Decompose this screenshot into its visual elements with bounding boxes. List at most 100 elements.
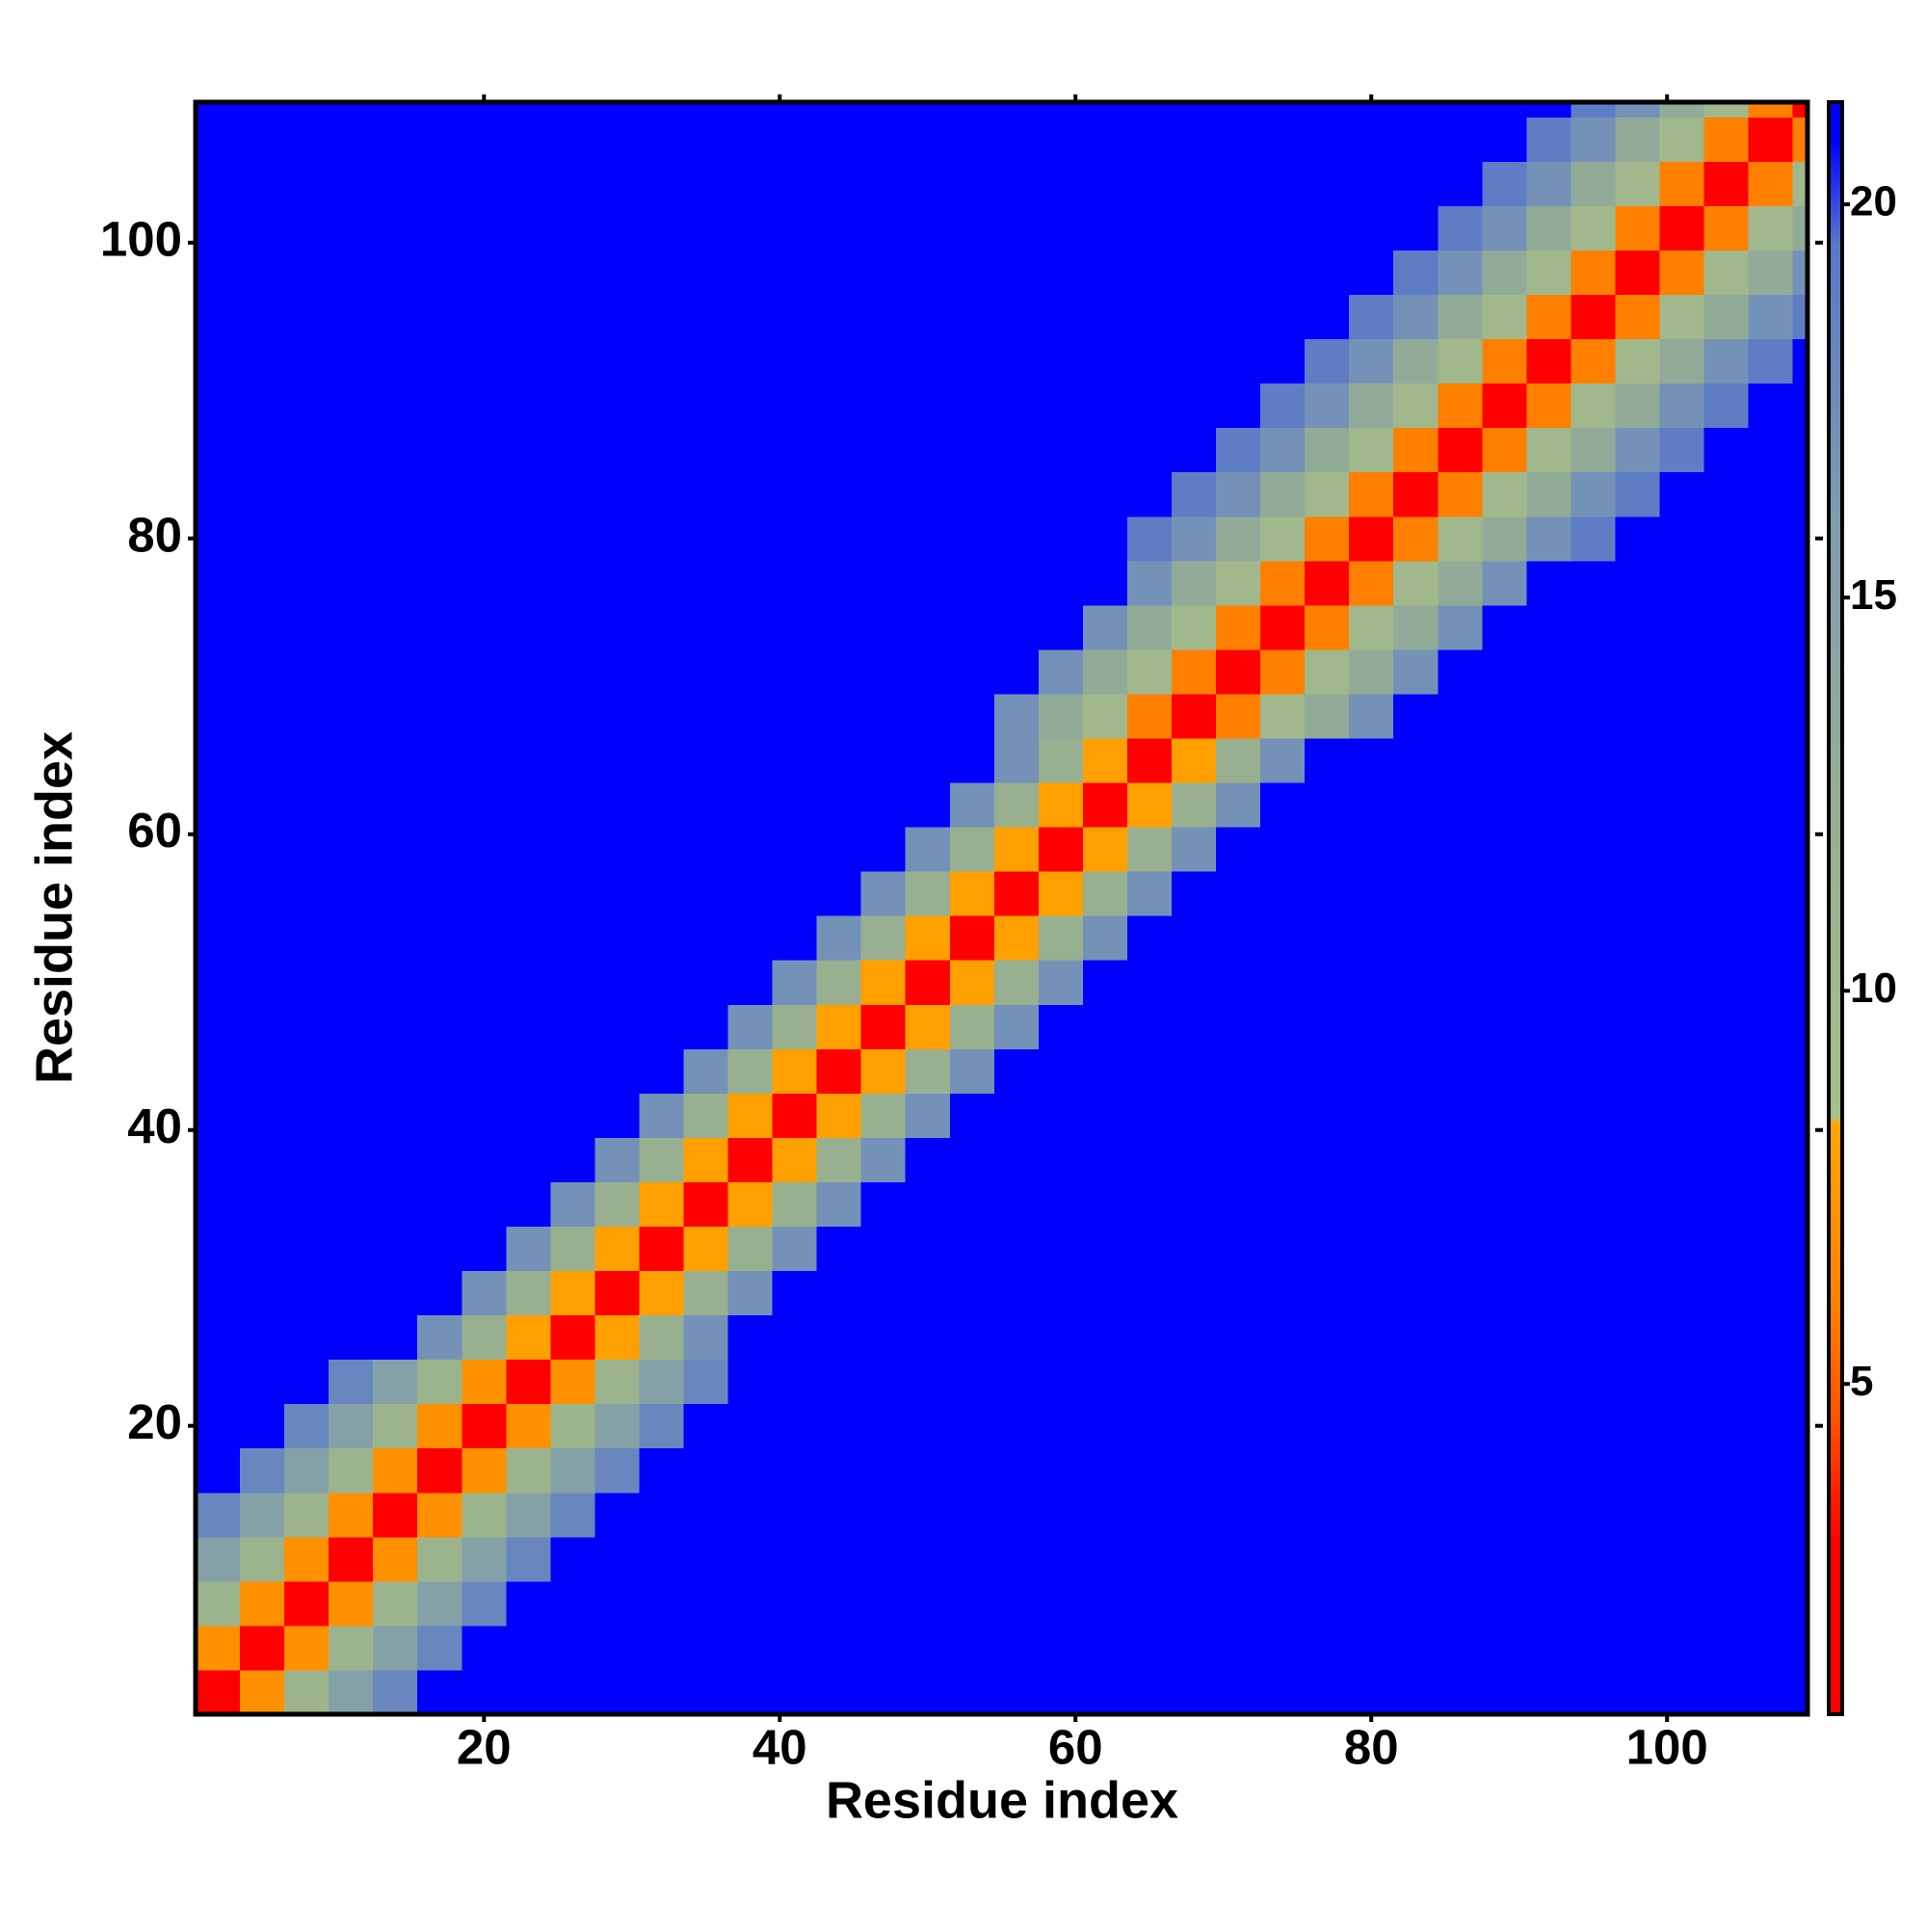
- heatmap-cell: [949, 1359, 995, 1405]
- heatmap-cell: [1172, 1093, 1217, 1138]
- heatmap-cell: [329, 205, 374, 251]
- heatmap-cell: [683, 294, 729, 340]
- heatmap-cell: [550, 1536, 595, 1582]
- heatmap-cell: [1082, 205, 1128, 251]
- heatmap-cell: [1482, 1447, 1527, 1494]
- heatmap-cell: [1792, 737, 1808, 783]
- heatmap-cell: [727, 1536, 774, 1582]
- heatmap-cell: [550, 737, 595, 783]
- heatmap-cell: [1126, 1669, 1173, 1715]
- heatmap-cell: [1792, 960, 1808, 1005]
- heatmap-cell: [1038, 871, 1084, 916]
- heatmap-cell: [683, 1226, 729, 1272]
- heatmap-cell: [1082, 427, 1128, 473]
- heatmap-cell: [1571, 693, 1616, 739]
- heatmap-cell: [1082, 1536, 1128, 1582]
- heatmap-cell: [284, 560, 330, 606]
- heatmap-cell: [1526, 117, 1571, 162]
- heatmap-cell: [1082, 737, 1128, 783]
- heatmap-cell: [1615, 1536, 1661, 1582]
- heatmap-cell: [949, 1270, 995, 1316]
- heatmap-cell: [727, 560, 774, 606]
- heatmap-cell: [417, 693, 462, 739]
- heatmap-cell: [1748, 427, 1794, 473]
- heatmap-cell: [1216, 1447, 1261, 1494]
- heatmap-cell: [1526, 102, 1571, 118]
- heatmap-cell: [284, 1270, 330, 1316]
- heatmap-cell: [993, 1137, 1040, 1182]
- heatmap-cell: [639, 117, 685, 162]
- heatmap-cell: [727, 1093, 774, 1138]
- heatmap-cell: [1703, 1093, 1750, 1138]
- heatmap-cell: [993, 1447, 1040, 1494]
- heatmap-cell: [1526, 205, 1571, 251]
- heatmap-cell: [1349, 1093, 1394, 1138]
- heatmap-cell: [1526, 560, 1571, 606]
- heatmap-cell: [1216, 648, 1261, 695]
- heatmap-cell: [1216, 205, 1261, 251]
- heatmap-cell: [1792, 471, 1808, 517]
- heatmap-cell: [860, 1447, 907, 1494]
- heatmap-cell: [284, 1403, 330, 1449]
- heatmap-cell: [1482, 294, 1527, 340]
- heatmap-cell: [905, 516, 951, 562]
- heatmap-cell: [417, 1447, 462, 1494]
- heatmap-cell: [417, 1536, 462, 1582]
- heatmap-cell: [1526, 1580, 1571, 1627]
- heatmap-cell: [594, 1492, 640, 1538]
- heatmap-cell: [196, 782, 241, 828]
- heatmap-cell: [329, 102, 374, 118]
- heatmap-cell: [860, 1226, 907, 1272]
- heatmap-cell: [1571, 960, 1616, 1005]
- heatmap-cell: [1659, 205, 1705, 251]
- heatmap-cell: [727, 294, 774, 340]
- heatmap-cell: [1703, 960, 1750, 1005]
- heatmap-cell: [1082, 1359, 1128, 1405]
- heatmap-cell: [1792, 1226, 1808, 1272]
- heatmap-cell: [1615, 1580, 1661, 1627]
- heatmap-cell: [550, 1093, 595, 1138]
- heatmap-cell: [905, 1669, 951, 1715]
- heatmap-cell: [284, 737, 330, 783]
- heatmap-cell: [1216, 1359, 1261, 1405]
- heatmap-cell: [506, 1226, 551, 1272]
- heatmap-cell: [905, 1270, 951, 1316]
- heatmap-cell: [1703, 1536, 1750, 1582]
- heatmap-cell: [462, 1226, 507, 1272]
- heatmap-cell: [993, 1669, 1040, 1715]
- heatmap-cell: [639, 1447, 685, 1494]
- heatmap-cell: [772, 1048, 818, 1094]
- heatmap-cell: [550, 471, 595, 517]
- heatmap-cell: [506, 516, 551, 562]
- heatmap-cell: [1349, 383, 1394, 429]
- heatmap-cell: [860, 427, 907, 473]
- heatmap-cell: [1482, 1181, 1527, 1227]
- heatmap-cell: [417, 383, 462, 429]
- heatmap-cell: [462, 1181, 507, 1227]
- heatmap-cell: [905, 1181, 951, 1227]
- heatmap-cell: [1659, 1137, 1705, 1182]
- heatmap-cell: [506, 693, 551, 739]
- heatmap-cell: [329, 1004, 374, 1049]
- heatmap-cell: [417, 427, 462, 473]
- heatmap-cell: [816, 1403, 862, 1449]
- heatmap-cell: [816, 427, 862, 473]
- heatmap-cell: [1438, 383, 1483, 429]
- heatmap-cell: [639, 737, 685, 783]
- heatmap-cell: [417, 1314, 462, 1361]
- heatmap-cell: [284, 1004, 330, 1049]
- heatmap-cell: [860, 1314, 907, 1361]
- heatmap-cell: [949, 1403, 995, 1449]
- heatmap-cell: [1260, 1093, 1306, 1138]
- heatmap-cell: [1393, 648, 1439, 695]
- heatmap-cell: [1748, 1536, 1794, 1582]
- heatmap-cell: [1659, 1492, 1705, 1538]
- heatmap-cell: [1482, 1048, 1527, 1094]
- heatmap-cell: [373, 693, 418, 739]
- heatmap-cell: [1615, 1137, 1661, 1182]
- heatmap-cell: [1393, 1492, 1439, 1538]
- heatmap-cell: [1038, 1181, 1084, 1227]
- heatmap-cell: [772, 1226, 818, 1272]
- heatmap-cell: [550, 294, 595, 340]
- heatmap-cell: [639, 1403, 685, 1449]
